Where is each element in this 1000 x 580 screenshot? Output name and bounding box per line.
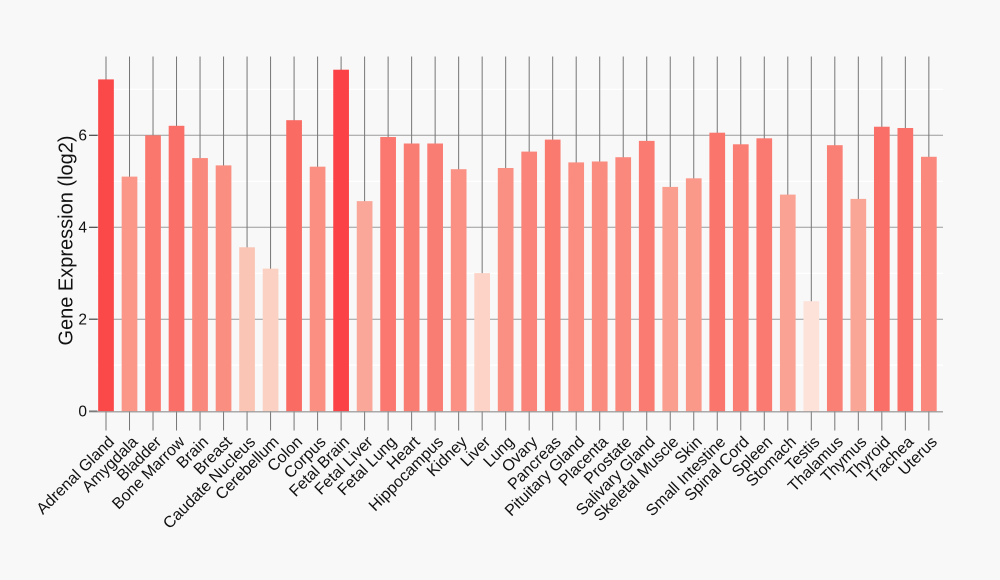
svg-text:6: 6 <box>78 128 87 145</box>
svg-text:2: 2 <box>78 312 87 329</box>
svg-text:Gene Expression (log2): Gene Expression (log2) <box>56 135 78 345</box>
svg-text:4: 4 <box>78 220 87 237</box>
svg-text:0: 0 <box>78 404 87 421</box>
